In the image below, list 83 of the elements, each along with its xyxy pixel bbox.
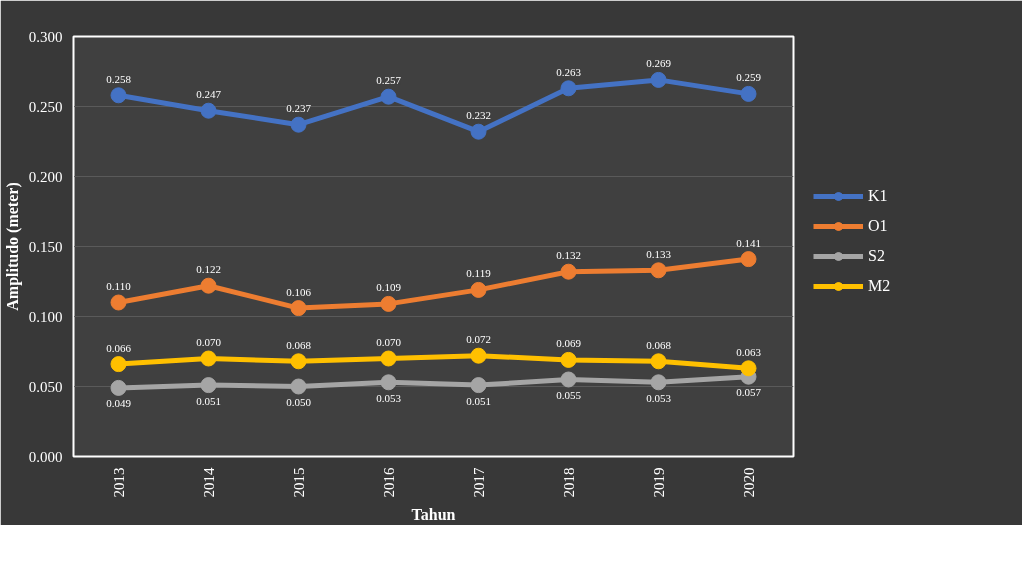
point — [470, 281, 487, 298]
y-axis-title: Amplitudo (meter) — [3, 182, 22, 311]
data-label: 0.066 — [106, 341, 132, 354]
data-label: 0.119 — [466, 267, 492, 280]
point — [650, 71, 667, 88]
data-label: 0.068 — [286, 338, 312, 351]
point — [470, 123, 487, 140]
x-tick-label: 2019 — [650, 467, 667, 498]
data-label: 0.050 — [286, 396, 312, 408]
data-label: 0.070 — [196, 336, 222, 348]
point — [560, 371, 577, 388]
data-label: 0.053 — [376, 391, 402, 404]
data-label: 0.106 — [286, 285, 312, 298]
point — [110, 87, 127, 104]
x-tick-label: 2017 — [470, 467, 487, 498]
x-tick-label: 2020 — [740, 467, 757, 498]
point — [740, 251, 757, 268]
data-label: 0.269 — [646, 57, 672, 70]
y-tick-label: 0.050 — [28, 378, 63, 395]
point — [650, 374, 667, 391]
data-label: 0.070 — [376, 336, 402, 348]
data-label: 0.133 — [646, 247, 672, 260]
data-label: 0.263 — [556, 65, 582, 78]
x-axis-title: Tahun — [411, 505, 456, 523]
point — [290, 300, 307, 317]
x-tick-label: 2018 — [560, 467, 577, 498]
point — [200, 102, 217, 119]
data-label: 0.258 — [106, 72, 132, 85]
data-label: 0.055 — [556, 389, 582, 401]
data-label: 0.122 — [196, 263, 221, 276]
y-tick-label: 0.300 — [28, 28, 63, 45]
point — [740, 85, 757, 102]
point — [290, 378, 307, 395]
y-tick-label: 0.100 — [28, 308, 63, 325]
data-label: 0.072 — [466, 333, 491, 346]
point — [200, 277, 217, 294]
point — [560, 263, 577, 280]
point — [200, 377, 217, 394]
legend-label: M2 — [868, 277, 891, 295]
data-label: 0.069 — [556, 337, 582, 350]
data-label: 0.110 — [106, 280, 132, 292]
point — [650, 353, 667, 370]
y-tick-label: 0.250 — [28, 98, 63, 115]
point — [380, 295, 397, 312]
point — [470, 377, 487, 394]
point — [650, 262, 667, 279]
point — [470, 347, 487, 364]
point — [110, 294, 127, 311]
data-label: 0.057 — [736, 386, 762, 399]
data-label: 0.068 — [646, 338, 672, 351]
y-tick-label: 0.150 — [28, 238, 63, 255]
point — [290, 353, 307, 370]
data-label: 0.141 — [736, 236, 761, 249]
legend-label: O1 — [868, 217, 888, 235]
x-tick-label: 2015 — [290, 467, 307, 498]
point — [110, 379, 127, 396]
data-label: 0.257 — [376, 74, 402, 87]
point — [560, 351, 577, 368]
data-label: 0.049 — [106, 397, 132, 410]
point — [740, 360, 757, 377]
data-label: 0.063 — [736, 345, 762, 358]
y-tick-label: 0.000 — [28, 448, 63, 465]
legend-label: S2 — [868, 247, 886, 265]
data-label: 0.109 — [376, 281, 402, 294]
legend-label: K1 — [868, 187, 888, 205]
x-tick-label: 2016 — [380, 467, 397, 498]
point — [200, 350, 217, 367]
point — [380, 88, 397, 105]
x-tick-label: 2014 — [200, 467, 217, 498]
x-tick-label: 2013 — [110, 467, 127, 498]
data-label: 0.132 — [556, 249, 581, 262]
point — [380, 350, 397, 367]
point — [110, 356, 127, 373]
data-label: 0.247 — [196, 88, 222, 101]
data-label: 0.051 — [196, 394, 221, 407]
data-label: 0.237 — [286, 102, 312, 115]
data-label: 0.053 — [646, 391, 672, 404]
y-tick-label: 0.200 — [28, 168, 63, 185]
data-label: 0.051 — [466, 394, 491, 407]
point — [560, 80, 577, 97]
point — [380, 374, 397, 391]
data-label: 0.259 — [736, 71, 762, 84]
data-label: 0.232 — [466, 109, 491, 122]
